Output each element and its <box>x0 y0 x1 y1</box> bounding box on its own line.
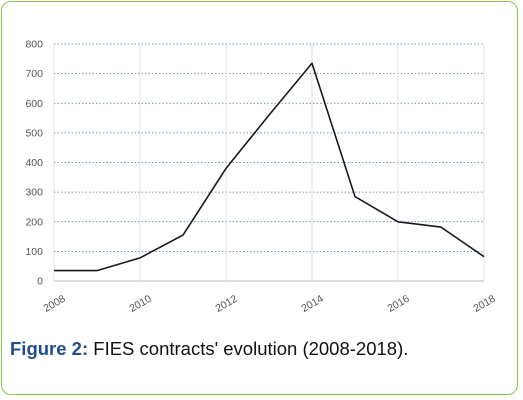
y-tick-labels: 0 100 200 300 400 500 600 700 800 <box>25 39 43 288</box>
x-tick-label: 2014 <box>299 293 325 315</box>
x-tick-labels: 2008 2010 2012 2014 2016 2018 <box>41 293 497 315</box>
x-tick-label: 2012 <box>213 293 239 315</box>
y-tick-label: 400 <box>25 157 43 169</box>
figure-caption: Figure 2: FIES contracts' evolution (200… <box>10 338 408 360</box>
y-tick-label: 500 <box>25 127 43 139</box>
figure-label: Figure 2: <box>10 338 89 359</box>
x-tick-label: 2016 <box>385 293 411 315</box>
x-tick-label: 2008 <box>41 293 67 315</box>
gridlines <box>53 43 485 281</box>
y-tick-label: 800 <box>25 39 43 51</box>
y-tick-label: 100 <box>25 246 43 258</box>
y-tick-label: 700 <box>25 68 43 80</box>
series-lines <box>54 62 485 272</box>
series-line <box>54 62 485 272</box>
x-tick-label: 2010 <box>127 293 153 315</box>
y-tick-label: 600 <box>25 98 43 110</box>
y-tick-label: 300 <box>25 187 43 199</box>
x-tick-label: 2018 <box>471 293 497 315</box>
figure-frame <box>1 1 518 395</box>
y-tick-label: 200 <box>25 216 43 228</box>
y-tick-label: 0 <box>37 276 43 288</box>
figure-caption-text: FIES contracts' evolution (2008-2018). <box>88 338 409 359</box>
